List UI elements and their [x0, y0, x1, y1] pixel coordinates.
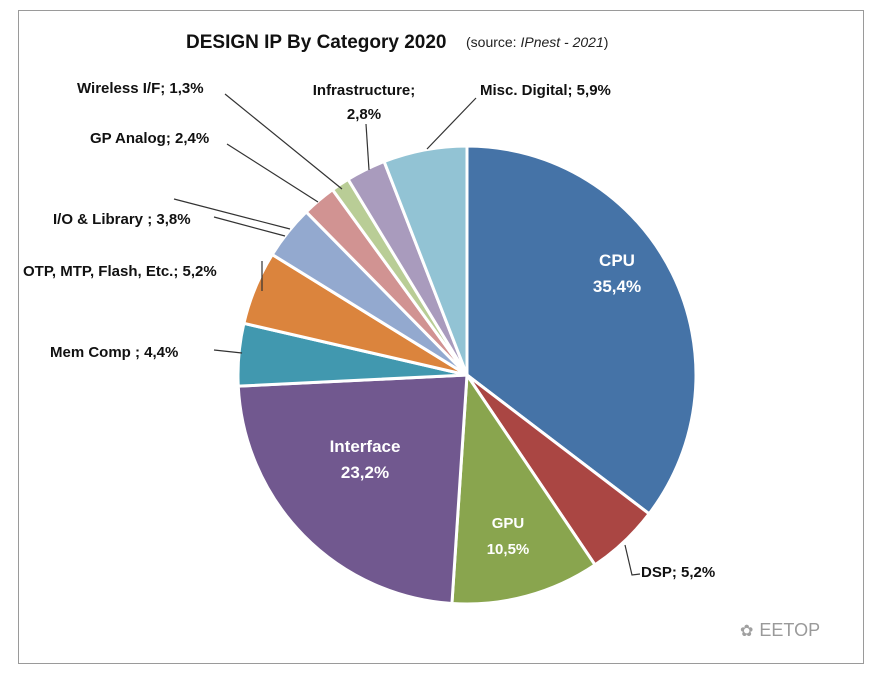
slice-label-otp-mtp-flash-etc: OTP, MTP, Flash, Etc.; 5,2% — [23, 263, 217, 280]
leader-line-gp-analog — [226, 143, 319, 203]
slice-label-i-o-library: I/O & Library ; 3,8% — [53, 211, 191, 228]
leader-lines — [173, 93, 641, 576]
slice-value-gpu: 10,5% — [487, 541, 530, 558]
pie-slices — [236, 144, 698, 606]
slice-value-cpu: 35,4% — [593, 277, 641, 296]
pie-slice-misc-digital — [382, 144, 469, 376]
slice-value-interface: 23,2% — [341, 463, 389, 482]
subtitle-source: IPnest - 2021 — [520, 34, 603, 50]
leader-line-misc-digital — [426, 97, 477, 150]
chart-subtitle: (source: IPnest - 2021) — [466, 34, 608, 50]
leader-line-i-o-library — [213, 216, 286, 237]
slice-name-interface: Interface — [330, 437, 401, 456]
slice-name-gpu: GPU — [492, 515, 525, 532]
pie-slice-interface — [236, 373, 469, 606]
slice-name-cpu: CPU — [599, 251, 635, 270]
watermark-text: EETOP — [759, 620, 821, 640]
leader-line-extra — [173, 198, 291, 230]
leader-line-mem-comp — [213, 349, 243, 354]
slice-label-dsp: DSP; 5,2% — [641, 564, 715, 581]
watermark: ✿ EETOP — [740, 620, 820, 641]
pie-slice-cpu — [465, 144, 698, 516]
slice-label-infrastructure-line2: 2,8% — [347, 106, 381, 123]
leader-line-wireless-i-f — [224, 93, 343, 190]
subtitle-suffix: ) — [604, 34, 609, 50]
slice-label-misc-digital: Misc. Digital; 5,9% — [480, 82, 611, 99]
chart-title: DESIGN IP By Category 2020 — [186, 32, 446, 53]
subtitle-prefix: (source: — [466, 34, 520, 50]
leader-line-infrastructure — [365, 123, 370, 171]
slice-label-wireless-i-f: Wireless I/F; 1,3% — [77, 80, 204, 97]
slice-labels: CPU 35,4% DSP; 5,2% GPU 10,5% Interface 23,2% M… — [23, 80, 715, 581]
pie-slice-gpu — [450, 370, 598, 606]
slice-label-infrastructure-line1: Infrastructure; — [313, 82, 416, 99]
leader-line-dsp — [624, 544, 641, 576]
slice-label-mem-comp: Mem Comp ; 4,4% — [50, 344, 178, 361]
slice-label-gp-analog: GP Analog; 2,4% — [90, 130, 209, 147]
wechat-icon: ✿ — [740, 622, 754, 640]
